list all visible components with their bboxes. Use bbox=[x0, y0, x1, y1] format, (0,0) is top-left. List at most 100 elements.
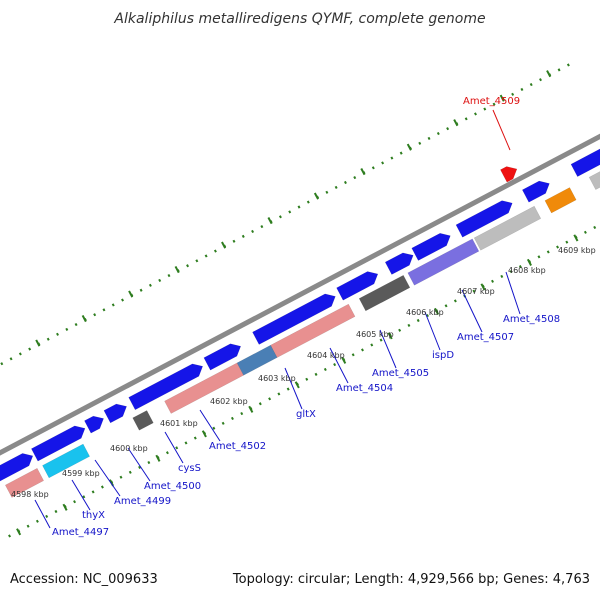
gene-feature-13 bbox=[570, 148, 600, 177]
inner-tick bbox=[26, 524, 30, 528]
inner-tick bbox=[268, 397, 272, 401]
gene-feature-5 bbox=[128, 363, 204, 411]
inner-major-tick bbox=[201, 430, 207, 438]
leader-line-3 bbox=[94, 459, 121, 497]
inner-tick bbox=[518, 265, 522, 269]
inner-major-tick bbox=[294, 381, 300, 389]
outer-tick bbox=[306, 200, 310, 204]
outer-tick bbox=[399, 151, 403, 155]
outer-tick bbox=[334, 185, 338, 189]
leader-line-6 bbox=[199, 409, 221, 442]
inner-tick bbox=[8, 534, 11, 538]
inner-tick bbox=[351, 353, 355, 357]
inner-tick bbox=[416, 318, 420, 323]
inner-tick bbox=[305, 377, 309, 381]
gene-feature-7 bbox=[252, 293, 336, 345]
outer-tick bbox=[464, 117, 468, 121]
outer-tick bbox=[0, 362, 4, 366]
outer-tick bbox=[520, 87, 524, 92]
gene-feature-4 bbox=[103, 403, 127, 424]
topology-text: Topology: circular; Length: 4,929,566 bp… bbox=[232, 572, 590, 587]
outer-tick bbox=[297, 205, 301, 209]
gene-feature-11 bbox=[455, 200, 513, 238]
gene-feature-6 bbox=[203, 343, 242, 371]
inner-major-tick bbox=[155, 454, 161, 462]
kbp-label-3: 4600 kbp bbox=[110, 444, 148, 453]
inner-major-tick bbox=[62, 503, 68, 511]
inner-tick bbox=[537, 255, 541, 259]
inner-major-tick bbox=[248, 405, 254, 413]
kbp-label-9: 4606 kbp bbox=[406, 308, 444, 317]
gene-feature-10 bbox=[411, 232, 451, 261]
genome-backbone bbox=[0, 133, 600, 456]
inner-tick bbox=[407, 323, 411, 327]
outer-tick bbox=[74, 322, 78, 327]
gene-feature-2 bbox=[31, 425, 86, 462]
outer-major-tick bbox=[360, 168, 366, 176]
leader-line-1 bbox=[34, 499, 51, 529]
leader-line-13 bbox=[492, 109, 511, 151]
gene-label-12: Amet_4508 bbox=[503, 314, 560, 325]
inner-tick bbox=[361, 348, 364, 352]
outer-tick bbox=[65, 327, 69, 331]
outer-tick bbox=[93, 313, 97, 317]
gene-feature-23 bbox=[473, 205, 542, 251]
outer-major-tick bbox=[267, 217, 273, 225]
outer-tick bbox=[278, 215, 282, 219]
gene-feature-22 bbox=[407, 238, 480, 286]
kbp-labels: 4598 kbp 4599 kbp 4600 kbp 4601 kbp 4602 kbp… bbox=[11, 246, 596, 499]
kbp-label-1: 4598 kbp bbox=[11, 490, 49, 499]
kbp-label-6: 4603 kbp bbox=[258, 374, 296, 383]
outer-major-tick bbox=[406, 143, 412, 151]
inner-tick bbox=[314, 372, 318, 376]
inner-tick bbox=[426, 314, 429, 318]
outer-tick bbox=[167, 273, 171, 278]
outer-tick bbox=[566, 63, 570, 67]
outer-tick bbox=[288, 210, 292, 214]
gene-label-8: Amet_4504 bbox=[336, 383, 393, 394]
gene-label-11: Amet_4507 bbox=[457, 332, 514, 343]
inner-major-tick bbox=[526, 258, 532, 266]
gene-feature-1 bbox=[0, 453, 34, 482]
inner-tick bbox=[258, 402, 262, 406]
inner-tick bbox=[277, 392, 281, 396]
map-title: Alkaliphilus metalliredigens QYMF, compl… bbox=[113, 11, 485, 27]
outer-tick bbox=[251, 229, 255, 234]
gene-label-7: gltX bbox=[296, 409, 316, 420]
inner-major-tick bbox=[16, 528, 22, 536]
accession-text: Accession: NC_009633 bbox=[10, 572, 158, 587]
kbp-label-10: 4607 kbp bbox=[457, 287, 495, 296]
outer-tick bbox=[204, 254, 208, 258]
outer-tick bbox=[56, 332, 59, 336]
inner-tick bbox=[230, 416, 234, 421]
outer-major-tick bbox=[35, 339, 41, 347]
gene-feature-12 bbox=[521, 180, 550, 203]
outer-major-tick bbox=[221, 241, 227, 249]
outer-tick bbox=[436, 131, 440, 136]
outer-tick bbox=[102, 308, 106, 312]
inner-tick bbox=[565, 240, 569, 244]
gene-label-6: Amet_4502 bbox=[209, 441, 266, 452]
leader-line-10 bbox=[424, 311, 441, 351]
leader-line-9 bbox=[379, 329, 397, 369]
inner-tick bbox=[444, 304, 448, 308]
inner-major-tick bbox=[434, 307, 440, 315]
inner-tick bbox=[472, 289, 476, 293]
outer-tick bbox=[427, 136, 431, 141]
outer-tick bbox=[343, 180, 347, 185]
kbp-label-7: 4604 kbp bbox=[307, 351, 345, 360]
leader-line-7 bbox=[284, 367, 303, 410]
outer-tick bbox=[474, 112, 477, 116]
kbp-label-11: 4608 kbp bbox=[508, 266, 546, 275]
tick-marks bbox=[0, 63, 597, 538]
inner-tick bbox=[453, 299, 457, 303]
inner-tick bbox=[119, 475, 123, 479]
outer-tick bbox=[111, 303, 115, 307]
gene-feature-17 bbox=[132, 410, 154, 431]
inner-tick bbox=[175, 446, 179, 450]
inner-tick bbox=[583, 230, 587, 234]
outer-tick bbox=[139, 288, 143, 292]
outer-tick bbox=[18, 352, 22, 356]
gene-features bbox=[0, 148, 600, 498]
inner-tick bbox=[509, 269, 513, 274]
